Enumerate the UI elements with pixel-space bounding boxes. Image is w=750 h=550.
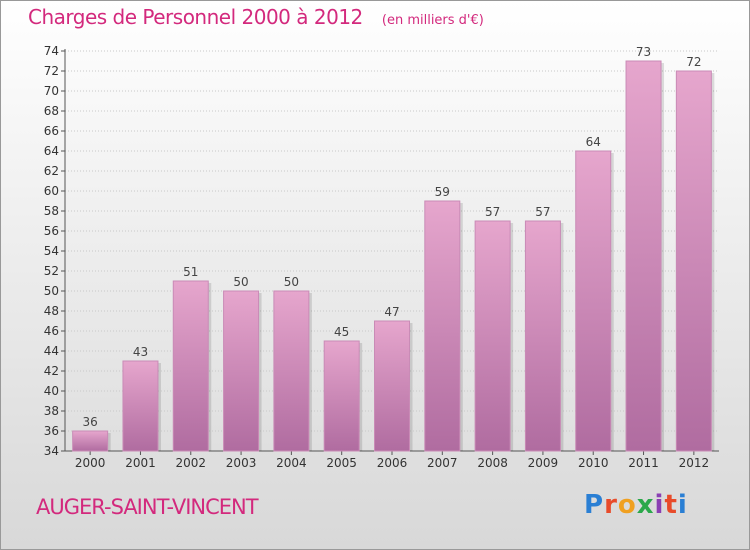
y-tick-label: 48 [44,304,59,318]
bars [72,60,715,452]
bar [474,220,511,452]
title-block: Charges de Personnel 2000 à 2012 (en mil… [28,5,484,29]
logo-letter: x [636,490,655,520]
data-label: 43 [133,345,148,359]
y-tick-label: 66 [44,124,59,138]
bar [675,70,712,452]
y-tick-label: 52 [44,264,59,278]
y-tick-label: 46 [44,324,59,338]
y-tick-label: 36 [44,424,59,438]
data-label: 45 [334,325,349,339]
y-tick-label: 70 [44,84,59,98]
data-label: 50 [233,275,248,289]
chart-title: Charges de Personnel 2000 à 2012 [28,5,363,29]
y-tick-label: 40 [44,384,59,398]
bar [72,430,109,452]
y-tick-label: 64 [44,144,59,158]
y-tick-label: 42 [44,364,59,378]
y-tick-label: 62 [44,164,59,178]
y-tick-label: 38 [44,404,59,418]
bar [323,340,360,452]
y-tick-label: 54 [44,244,59,258]
x-tick-label: 2001 [125,456,156,470]
bar [223,290,260,452]
logo-letter: P [584,490,605,520]
x-tick-label: 2007 [427,456,458,470]
x-tick-label: 2008 [477,456,508,470]
x-tick-label: 2005 [326,456,357,470]
x-tick-label: 2006 [377,456,408,470]
data-label: 50 [284,275,299,289]
data-label: 51 [183,265,198,279]
x-tick-label: 2012 [679,456,710,470]
proxiti-logo: Proxiti [584,490,688,520]
y-tick-label: 34 [44,444,59,458]
y-tick-label: 58 [44,204,59,218]
logo-letter: t [664,490,678,520]
data-label: 72 [686,55,701,69]
x-tick-label: 2011 [628,456,659,470]
y-tick-label: 56 [44,224,59,238]
y-tick-label: 60 [44,184,59,198]
x-tick-label: 2009 [528,456,559,470]
bar [122,360,159,452]
data-label: 73 [636,45,651,59]
x-tick-label: 2004 [276,456,307,470]
data-label: 36 [83,415,98,429]
bar [625,60,662,452]
logo-letter: i [677,490,688,520]
logo-letter: o [617,490,637,520]
y-tick-label: 72 [44,64,59,78]
labels: 34 36 38 40 42 44 46 48 50 52 54 56 58 60 62 64 66 68 70 72… [44,44,709,470]
place-name: AUGER-SAINT-VINCENT [36,495,259,519]
bar [273,290,310,452]
y-tick-label: 74 [44,44,59,58]
data-label: 57 [535,205,550,219]
data-label: 47 [384,305,399,319]
x-tick-label: 2010 [578,456,609,470]
logo-letter: r [604,490,618,520]
data-label: 64 [586,135,601,149]
bar [424,200,461,452]
bar [172,280,209,452]
data-label: 59 [435,185,450,199]
y-tick-label: 50 [44,284,59,298]
logo-letter: i [654,490,665,520]
bar [374,320,410,452]
data-label: 57 [485,205,500,219]
x-tick-label: 2000 [75,456,106,470]
bar [524,220,561,452]
y-tick-label: 68 [44,104,59,118]
x-tick-label: 2003 [226,456,257,470]
chart-subtitle: (en milliers d'€) [381,13,484,28]
x-tick-label: 2002 [175,456,206,470]
bar [575,150,612,452]
y-tick-label: 44 [44,344,59,358]
